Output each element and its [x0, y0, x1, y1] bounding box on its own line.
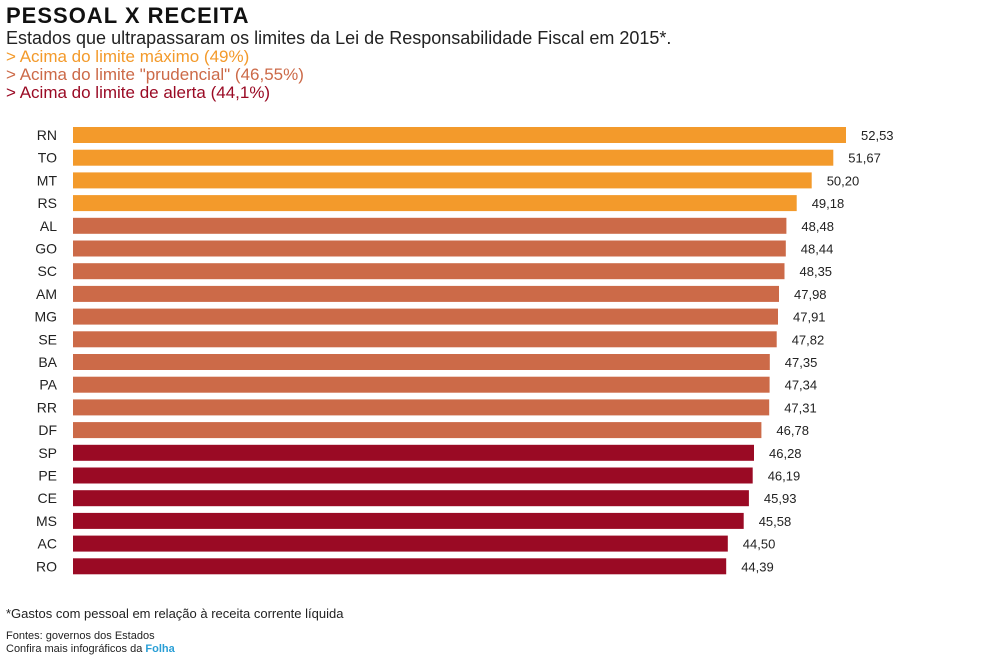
category-label-se: SE — [38, 331, 57, 347]
value-label-rs: 49,18 — [812, 196, 845, 211]
category-label-am: AM — [36, 286, 57, 302]
value-label-df: 46,78 — [776, 423, 809, 438]
category-label-pa: PA — [39, 377, 57, 393]
bar-df — [73, 422, 762, 439]
bar-ms — [73, 512, 744, 529]
category-label-rr: RR — [37, 399, 57, 415]
value-label-pa: 47,34 — [785, 378, 818, 393]
chart-footer: *Gastos com pessoal em relação à receita… — [6, 606, 806, 656]
category-label-ac: AC — [38, 536, 57, 552]
category-label-rn: RN — [37, 127, 57, 143]
value-label-ro: 44,39 — [741, 559, 774, 574]
legend-alerta: > Acima do limite de alerta (44,1%) — [6, 83, 271, 102]
category-label-sp: SP — [38, 445, 57, 461]
bar-sp — [73, 444, 754, 461]
footnote: *Gastos com pessoal em relação à receita… — [6, 606, 344, 621]
bar-rn — [73, 127, 846, 143]
category-label-pe: PE — [38, 468, 57, 484]
value-label-ac: 44,50 — [743, 537, 776, 552]
value-label-mt: 50,20 — [827, 173, 860, 188]
bar-am — [73, 285, 779, 302]
value-label-se: 47,82 — [792, 332, 825, 347]
value-label-ms: 45,58 — [759, 514, 792, 529]
category-label-mg: MG — [34, 309, 57, 325]
value-label-rn: 52,53 — [861, 128, 894, 143]
value-label-sc: 48,35 — [800, 264, 833, 279]
brand-link[interactable]: Folha — [145, 643, 175, 655]
value-label-pe: 46,19 — [768, 469, 801, 484]
category-label-ce: CE — [38, 490, 57, 506]
bar-ce — [73, 490, 749, 507]
bar-mt — [73, 172, 812, 189]
value-label-mg: 47,91 — [793, 310, 826, 325]
bar-sc — [73, 263, 785, 280]
bar-to — [73, 149, 834, 166]
value-label-ce: 45,93 — [764, 491, 797, 506]
bar-ac — [73, 535, 728, 552]
legend-maximo: > Acima do limite máximo (49%) — [6, 47, 250, 66]
value-label-to: 51,67 — [848, 151, 881, 166]
value-label-sp: 46,28 — [769, 446, 802, 461]
category-label-df: DF — [38, 422, 57, 438]
value-label-am: 47,98 — [794, 287, 827, 302]
bar-se — [73, 331, 777, 348]
bar-al — [73, 217, 787, 234]
source-note: Fontes: governos dos Estados — [6, 630, 155, 642]
category-label-mt: MT — [37, 172, 58, 188]
chart-title: PESSOAL X RECEITA — [6, 3, 250, 28]
category-label-go: GO — [35, 241, 57, 257]
bar-rs — [73, 195, 797, 212]
category-label-rs: RS — [38, 195, 57, 211]
category-label-ms: MS — [36, 513, 57, 529]
more-infographics: Confira mais infográficos da Folha — [6, 643, 806, 656]
value-label-go: 48,44 — [801, 242, 834, 257]
value-label-rr: 47,31 — [784, 400, 817, 415]
bar-go — [73, 240, 786, 257]
bar-mg — [73, 308, 778, 325]
bar-pe — [73, 467, 753, 484]
legend-prudencial: > Acima do limite "prudencial" (46,55%) — [6, 65, 304, 84]
category-label-ro: RO — [36, 558, 57, 574]
category-label-to: TO — [38, 150, 57, 166]
bar-chart: RN 52,53 TO 51,67 MT 50,20 RS 49,18 AL 48,48 GO 48,… — [34, 127, 894, 575]
value-label-al: 48,48 — [801, 219, 834, 234]
chart-header: PESSOAL X RECEITA Estados que ultrapassa… — [6, 4, 991, 102]
value-label-ba: 47,35 — [785, 355, 818, 370]
bar-ba — [73, 354, 770, 370]
category-label-al: AL — [40, 218, 57, 234]
category-label-sc: SC — [38, 263, 57, 279]
bar-ro — [73, 558, 727, 575]
category-label-ba: BA — [38, 354, 57, 370]
more-infographics-text: Confira mais infográficos da — [6, 643, 146, 655]
bar-rr — [73, 399, 770, 416]
chart-subtitle: Estados que ultrapassaram os limites da … — [6, 28, 672, 48]
bar-pa — [73, 376, 770, 393]
